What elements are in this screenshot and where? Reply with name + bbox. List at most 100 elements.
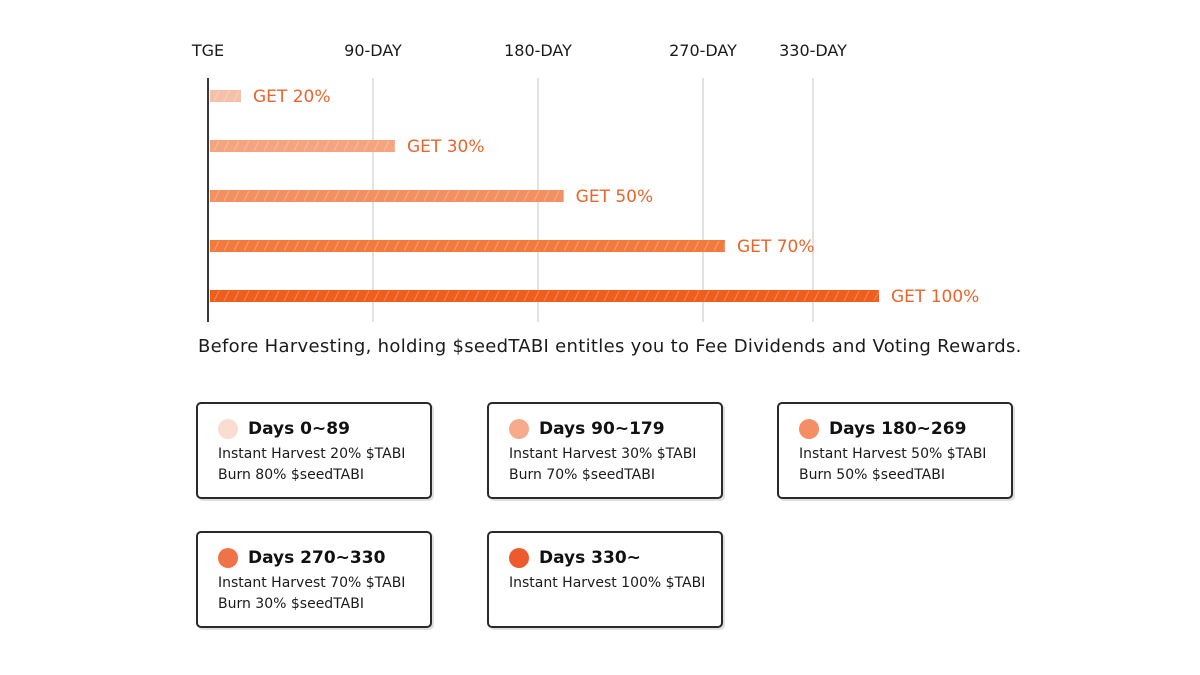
timeline-bar — [210, 240, 725, 252]
bar-hatch — [323, 190, 330, 202]
bar-hatch — [543, 240, 550, 252]
bar-hatch — [743, 290, 750, 302]
bar-hatch — [603, 240, 610, 252]
seed-holding-note: Before Harvesting, holding $seedTABI ent… — [198, 336, 1022, 357]
bar-hatch — [623, 290, 630, 302]
bar-hatch — [313, 140, 320, 152]
bar-hatch — [503, 240, 510, 252]
bar-hatch — [663, 290, 670, 302]
bar-hatch — [233, 290, 240, 302]
bar-hatch — [333, 290, 340, 302]
bar-hatch — [323, 240, 330, 252]
bar-hatch — [423, 240, 430, 252]
bar-hatch — [693, 240, 700, 252]
bar-hatch — [383, 290, 390, 302]
bar-hatch — [793, 290, 800, 302]
bar-hatch — [673, 290, 680, 302]
bar-hatch — [233, 190, 240, 202]
bar-hatch — [863, 290, 870, 302]
x-axis-ticks: TGE 90-DAY 180-DAY 270-DAY 330-DAY — [191, 41, 847, 60]
bar-hatch — [623, 240, 630, 252]
bar-hatch — [283, 140, 290, 152]
bar-hatch — [723, 290, 730, 302]
bar-hatch — [493, 240, 500, 252]
bar-label: GET 20% — [253, 87, 331, 107]
x-tick-label: 270-DAY — [669, 41, 737, 60]
bar-hatch — [523, 290, 530, 302]
bar-hatch — [443, 290, 450, 302]
bar-hatch — [553, 290, 560, 302]
bar-hatch — [373, 190, 380, 202]
bar-hatch — [233, 140, 240, 152]
bar-hatch — [683, 240, 690, 252]
bar-hatch — [253, 290, 260, 302]
status-dot-icon — [509, 419, 529, 439]
status-dot-icon — [799, 419, 819, 439]
bar-hatch — [593, 240, 600, 252]
bar-hatch — [563, 290, 570, 302]
bar-hatch — [723, 240, 726, 252]
bar-hatch — [513, 290, 520, 302]
bar-hatch — [433, 190, 440, 202]
bar-hatch — [243, 240, 250, 252]
bar-hatch — [223, 90, 230, 102]
bar-hatch — [323, 290, 330, 302]
bar-hatch — [803, 290, 810, 302]
bar-hatch — [733, 290, 740, 302]
card-burn: Burn 80% $seedTABI — [218, 467, 364, 483]
card-burn: Burn 70% $seedTABI — [509, 467, 655, 483]
bar-hatch — [583, 240, 590, 252]
bar-hatch — [673, 240, 680, 252]
bar-hatch — [713, 290, 720, 302]
bar-hatch — [313, 240, 320, 252]
bar-label: GET 70% — [737, 237, 815, 257]
bar-hatch — [773, 290, 780, 302]
bar-hatch — [463, 290, 470, 302]
bar-hatch — [663, 240, 670, 252]
bar-hatch — [523, 240, 530, 252]
card-days-330-plus: Days 330~ Instant Harvest 100% $TABI — [487, 531, 723, 628]
bar-hatch — [383, 190, 390, 202]
bar-hatch — [813, 290, 820, 302]
bar-hatch — [213, 190, 220, 202]
card-instant-harvest: Instant Harvest 70% $TABI — [218, 575, 406, 591]
bar-hatch — [283, 290, 290, 302]
bar-hatch — [333, 240, 340, 252]
bar-hatch — [433, 240, 440, 252]
bar-hatch — [503, 190, 510, 202]
bar-hatch — [413, 290, 420, 302]
bar-hatch — [283, 190, 290, 202]
bar-hatch — [713, 240, 720, 252]
bar-hatch — [303, 140, 310, 152]
x-tick-label: 180-DAY — [504, 41, 572, 60]
bar-hatch — [363, 240, 370, 252]
bar-hatch — [363, 140, 370, 152]
bar-hatch — [583, 290, 590, 302]
card-instant-harvest: Instant Harvest 20% $TABI — [218, 446, 406, 462]
bar-hatch — [273, 190, 280, 202]
card-burn: Burn 50% $seedTABI — [799, 467, 945, 483]
bar-hatch — [483, 240, 490, 252]
card-instant-harvest: Instant Harvest 30% $TABI — [509, 446, 697, 462]
bar-hatch — [223, 240, 230, 252]
bar-hatch — [243, 140, 250, 152]
card-instant-harvest: Instant Harvest 100% $TABI — [509, 575, 706, 591]
bar-hatch — [493, 190, 500, 202]
bar-hatch — [303, 240, 310, 252]
bar-hatch — [383, 240, 390, 252]
timeline-bar — [210, 140, 395, 152]
bar-hatch — [783, 290, 790, 302]
bar-hatch — [463, 190, 470, 202]
bar-hatch — [393, 140, 396, 152]
bar-hatch — [353, 190, 360, 202]
bar-hatch — [763, 290, 770, 302]
card-title: Days 330~ — [539, 548, 641, 568]
bar-hatch — [343, 190, 350, 202]
bar-hatch — [463, 240, 470, 252]
bar-hatch — [223, 190, 230, 202]
bar-hatch — [293, 190, 300, 202]
bar-hatch — [383, 140, 390, 152]
bar-hatch — [503, 290, 510, 302]
bar-labels: GET 20% GET 30% GET 50% GET 70% GET 100% — [253, 87, 979, 307]
bar-hatch — [533, 240, 540, 252]
